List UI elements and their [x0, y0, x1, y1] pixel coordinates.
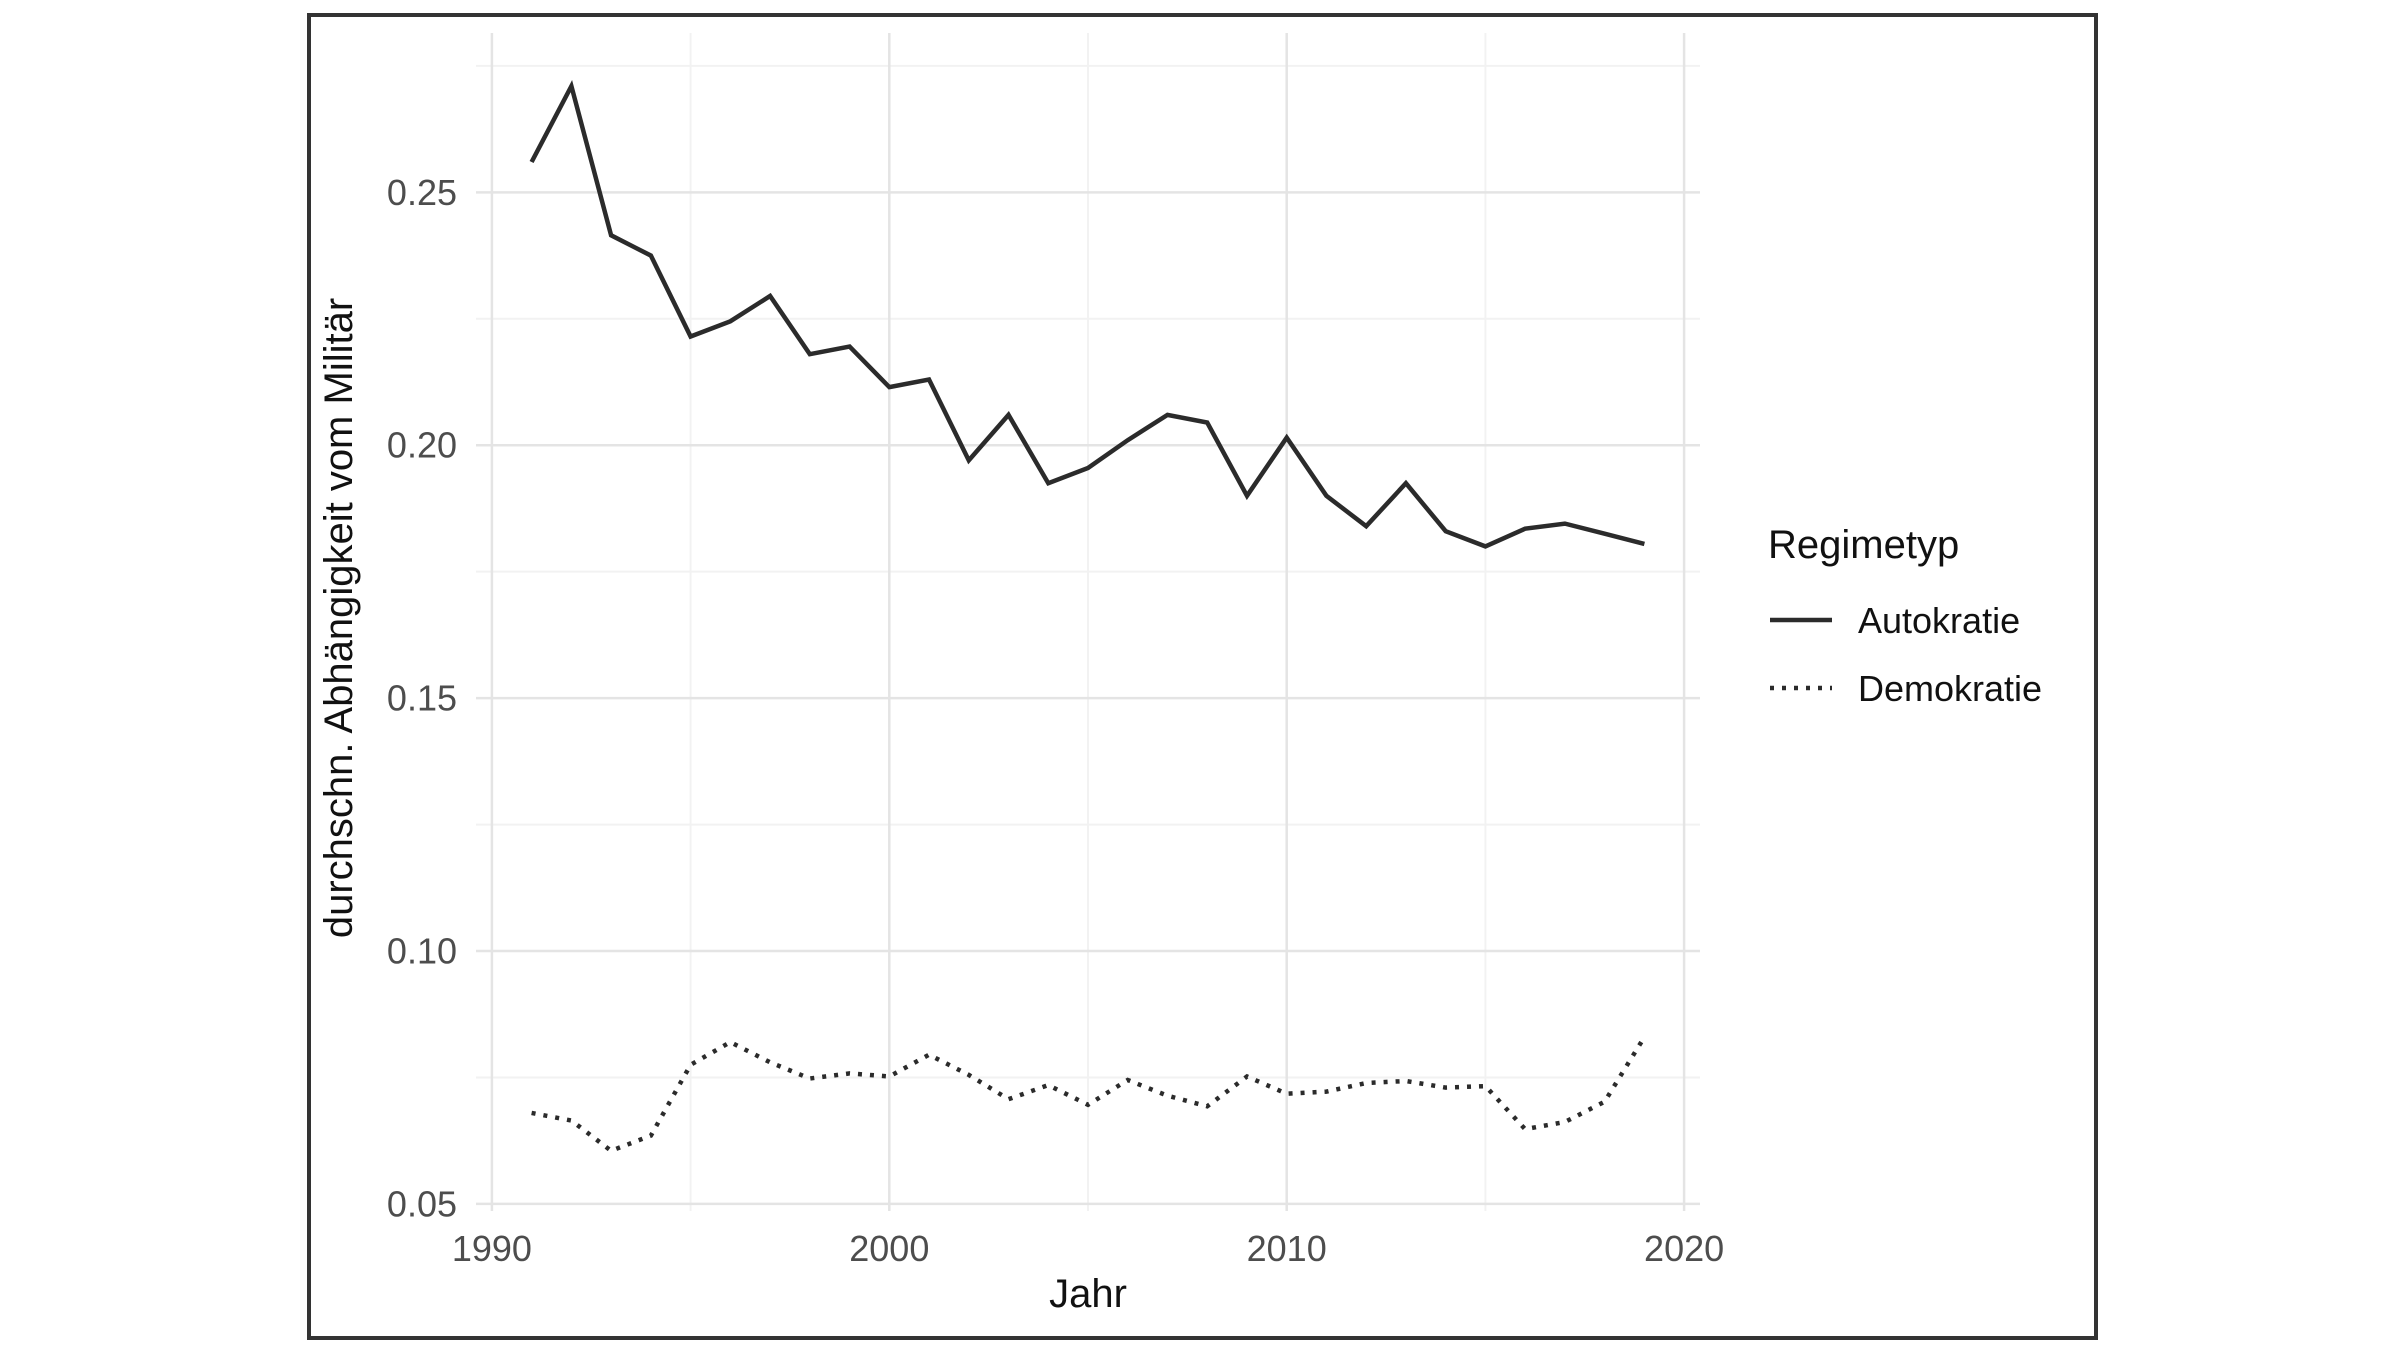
y-tick-label: 0.10	[387, 931, 457, 972]
series-lines	[529, 79, 1647, 1154]
gridlines-major	[476, 33, 1700, 1211]
legend-label-autokratie: Autokratie	[1858, 600, 2020, 641]
y-tick-label: 0.20	[387, 425, 457, 466]
demokratie-line	[531, 1035, 1647, 1154]
x-tick-label: 2010	[1247, 1228, 1327, 1269]
legend-title: Regimetyp	[1768, 523, 1959, 567]
figure-border	[307, 13, 2098, 1340]
y-tick-label: 0.25	[387, 172, 457, 213]
legend-label-demokratie: Demokratie	[1858, 668, 2042, 709]
x-tick-label: 2020	[1644, 1228, 1724, 1269]
axis-tick-labels: 1990 2000 2010 2020 0.05 0.10 0.15 0.20 0.25	[387, 172, 1724, 1269]
x-tick-label: 2000	[849, 1228, 929, 1269]
autokratie-line	[529, 79, 1645, 549]
legend: Regimetyp Autokratie Demokratie	[1768, 523, 2042, 709]
y-tick-label: 0.05	[387, 1183, 457, 1224]
y-tick-label: 0.15	[387, 678, 457, 719]
x-tick-label: 1990	[452, 1228, 532, 1269]
y-axis-title: durchschn. Abhängigkeit vom Militär	[317, 298, 361, 938]
x-axis-title: Jahr	[1049, 1272, 1127, 1316]
